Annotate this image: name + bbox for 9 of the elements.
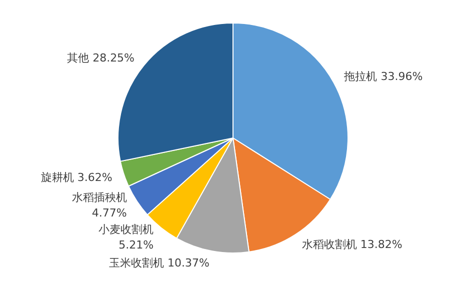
slice-label: 小麦收割机 [98,222,154,236]
slice-label: 其他 28.25% [67,51,135,64]
data-label: 5.21% [118,238,154,252]
data-label: 4.77% [92,206,127,220]
slice-label: 水稻收割机 13.82% [302,238,402,252]
slice-label: 水稻插秧机 [72,190,127,204]
slice-label: 玉米收割机 10.37% [109,256,210,270]
slice-label: 拖拉机 33.96% [343,70,423,84]
slice-label: 旋耕机 3.62% [40,171,112,184]
